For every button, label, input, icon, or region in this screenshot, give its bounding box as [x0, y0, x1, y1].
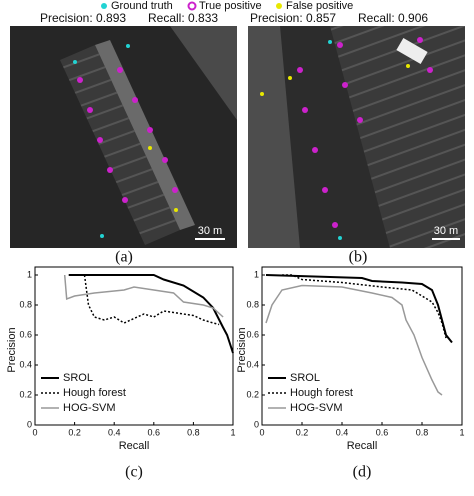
x-tick-label: 0.2 [296, 427, 309, 437]
y-axis-label: Precision [6, 327, 18, 372]
y-tick-label: 1 [254, 269, 259, 279]
scale-label: 30 m [198, 225, 222, 237]
x-tick-label: 0.6 [148, 427, 161, 437]
y-tick-label: 0.2 [19, 389, 32, 399]
x-tick-label: 1 [230, 427, 235, 437]
x-axis-label: Recall [347, 440, 378, 452]
legend-text: True positive [199, 0, 262, 12]
legend-marker [187, 1, 197, 11]
detection-legend: Ground truth True positive False positiv… [101, 0, 353, 12]
caption: (a) [115, 249, 133, 266]
aerial-image: 30 m [248, 26, 465, 248]
plot-frame [261, 266, 463, 426]
legend-label: HOG-SVM [63, 402, 116, 414]
pr-curve [83, 274, 220, 326]
x-tick-label: 1 [459, 427, 464, 437]
x-tick-label: 0.4 [108, 427, 121, 437]
caption: (c) [125, 464, 143, 481]
y-tick-label: 0 [27, 419, 32, 429]
legend-label: SROL [63, 372, 93, 384]
recall-text: Recall: 0.833 [148, 11, 218, 25]
x-tick-label: 0.8 [416, 427, 429, 437]
caption: (d) [353, 464, 372, 481]
caption: (b) [349, 249, 368, 266]
recall-text: Recall: 0.906 [358, 11, 428, 25]
precision-text: Precision: 0.893 [40, 11, 126, 25]
y-tick-label: 0.6 [19, 329, 32, 339]
x-tick-label: 0.6 [376, 427, 389, 437]
y-tick-label: 0.8 [19, 299, 32, 309]
y-tick-label: 0 [254, 419, 259, 429]
pr-curve [68, 274, 234, 354]
legend-label: SROL [290, 372, 320, 384]
legend-label: HOG-SVM [290, 402, 343, 414]
x-tick-label: 0.8 [187, 427, 200, 437]
pr-curve [265, 284, 443, 396]
legend-label: Hough forest [63, 387, 126, 399]
x-tick-label: 0 [32, 427, 37, 437]
y-tick-label: 0.8 [246, 299, 259, 309]
y-tick-label: 0.6 [246, 329, 259, 339]
y-tick-label: 1 [27, 269, 32, 279]
legend-marker [101, 3, 107, 9]
pr-curve [63, 274, 224, 318]
x-tick-label: 0 [259, 427, 264, 437]
scale-label: 30 m [434, 225, 458, 237]
legend-text: False positive [286, 0, 353, 12]
aerial-image: 30 m [10, 26, 237, 248]
legend-marker [276, 3, 282, 9]
precision-text: Precision: 0.857 [250, 11, 336, 25]
y-axis-label: Precision [236, 327, 248, 372]
pr-curve [282, 274, 447, 339]
y-tick-label: 0.4 [19, 359, 32, 369]
y-tick-label: 0.2 [246, 389, 259, 399]
plot-frame [34, 266, 234, 426]
pr-curve [265, 274, 453, 344]
x-tick-label: 0.4 [336, 427, 349, 437]
x-axis-label: Recall [119, 440, 150, 452]
legend-label: Hough forest [290, 387, 353, 399]
x-tick-label: 0.2 [68, 427, 81, 437]
legend-text: Ground truth [111, 0, 173, 12]
y-tick-label: 0.4 [246, 359, 259, 369]
